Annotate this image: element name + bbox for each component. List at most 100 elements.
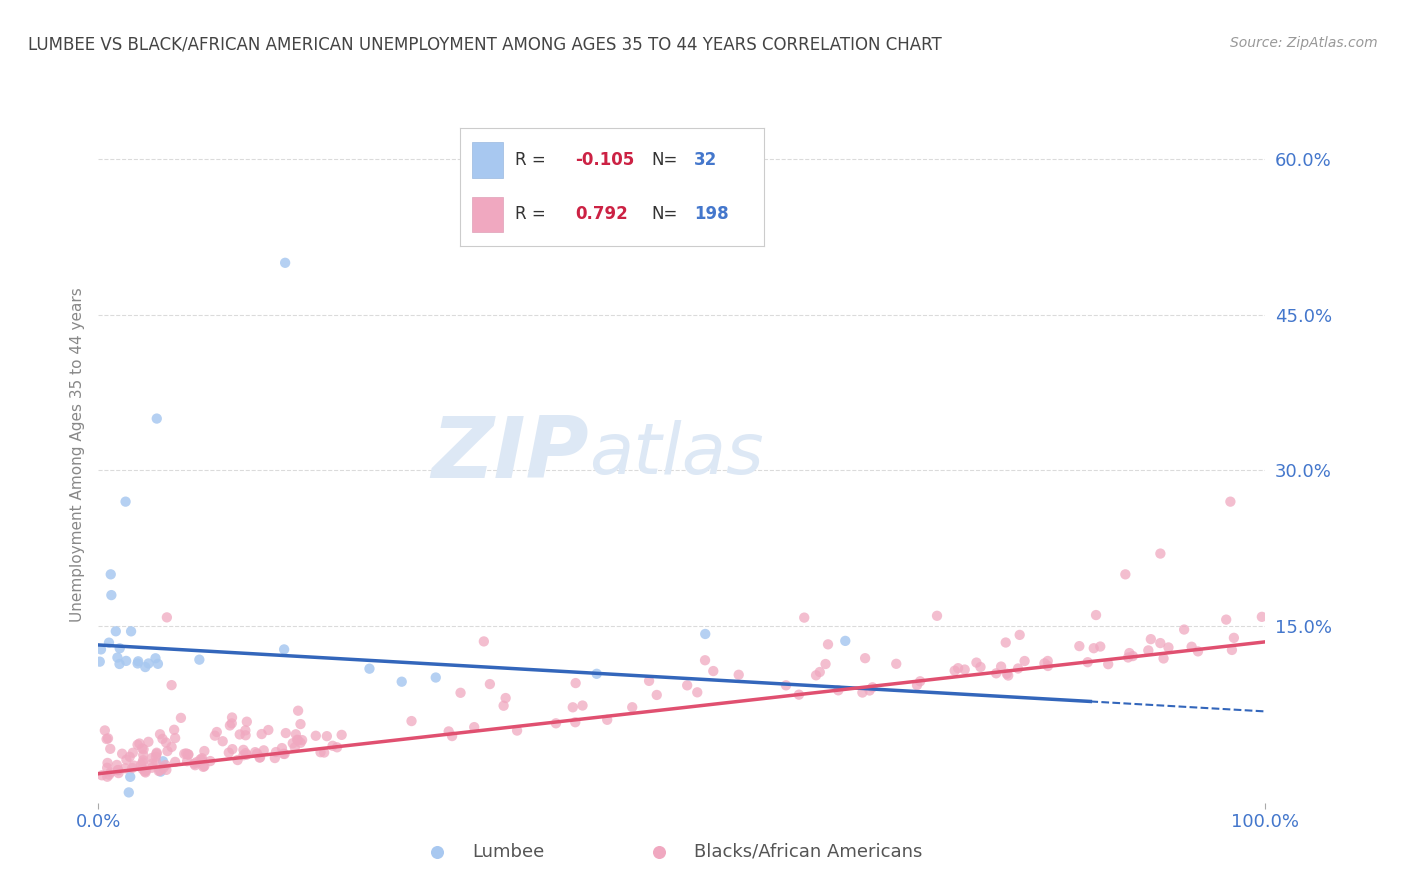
Point xyxy=(246,747,269,761)
Point xyxy=(232,743,254,757)
Point xyxy=(693,653,716,667)
Point xyxy=(149,727,172,741)
Point xyxy=(129,757,152,772)
Point xyxy=(100,567,122,582)
Point xyxy=(160,739,183,754)
Point xyxy=(450,686,472,700)
Point xyxy=(571,698,593,713)
Point xyxy=(89,655,111,669)
Point xyxy=(284,727,307,741)
Point xyxy=(1033,657,1056,671)
Point xyxy=(131,741,153,756)
Point xyxy=(127,657,149,671)
Point xyxy=(1219,494,1241,508)
Point xyxy=(775,678,797,692)
Point xyxy=(249,750,271,764)
Point xyxy=(138,735,160,749)
Point xyxy=(98,767,121,781)
Point xyxy=(163,723,186,737)
Point xyxy=(115,654,138,668)
Point xyxy=(995,666,1018,681)
Point xyxy=(221,716,243,731)
Point xyxy=(506,723,529,738)
Point xyxy=(463,720,485,734)
Point xyxy=(156,744,179,758)
Point xyxy=(118,785,141,799)
Point xyxy=(1157,640,1180,655)
Point xyxy=(134,764,156,779)
Point xyxy=(309,745,332,759)
Point xyxy=(108,641,131,656)
Point xyxy=(1250,610,1272,624)
Point xyxy=(108,657,131,671)
Point xyxy=(990,659,1012,673)
Point xyxy=(997,668,1019,682)
Y-axis label: Unemployment Among Ages 35 to 44 years: Unemployment Among Ages 35 to 44 years xyxy=(69,287,84,623)
Point xyxy=(359,662,381,676)
Point xyxy=(221,742,243,756)
Point xyxy=(211,734,233,748)
Point xyxy=(94,723,117,738)
Point xyxy=(193,760,215,774)
Point xyxy=(183,756,205,771)
Point xyxy=(1187,644,1209,658)
Point xyxy=(1090,640,1112,654)
Point xyxy=(1137,643,1160,657)
Point xyxy=(107,763,129,777)
Point xyxy=(290,717,312,731)
Point xyxy=(314,746,336,760)
Point xyxy=(152,731,174,746)
Text: Lumbee: Lumbee xyxy=(472,843,544,861)
Point xyxy=(250,727,273,741)
Point xyxy=(107,650,129,665)
Point xyxy=(853,651,876,665)
Point xyxy=(273,642,295,657)
Point xyxy=(564,676,586,690)
Point xyxy=(107,763,129,777)
Point xyxy=(862,681,884,695)
Point xyxy=(104,624,127,639)
Point xyxy=(1036,654,1059,668)
Point xyxy=(149,764,172,779)
Point xyxy=(425,671,447,685)
Point xyxy=(315,729,337,743)
Point xyxy=(621,700,644,714)
Point xyxy=(148,764,170,778)
Point xyxy=(1215,613,1237,627)
Point xyxy=(271,741,294,756)
Point xyxy=(695,627,717,641)
Point xyxy=(236,714,259,729)
Point xyxy=(793,610,815,624)
Point xyxy=(287,733,309,747)
Point xyxy=(145,749,167,764)
Point xyxy=(221,710,243,724)
Point xyxy=(1116,650,1139,665)
Point xyxy=(1114,567,1136,582)
Point xyxy=(111,747,134,761)
Point xyxy=(186,756,208,770)
Point xyxy=(160,678,183,692)
Point xyxy=(141,756,163,771)
Point xyxy=(817,637,839,651)
Point xyxy=(98,635,121,649)
Point xyxy=(177,747,200,762)
Point xyxy=(155,763,177,777)
Point xyxy=(96,761,118,775)
Point xyxy=(141,761,163,775)
Point xyxy=(122,758,145,772)
Point xyxy=(426,847,449,862)
Point xyxy=(193,744,215,758)
Point xyxy=(146,411,169,425)
Point xyxy=(686,685,709,699)
Point xyxy=(114,761,136,775)
Point xyxy=(1014,654,1036,668)
Point xyxy=(908,674,931,689)
Point xyxy=(401,714,423,728)
Text: Source: ZipAtlas.com: Source: ZipAtlas.com xyxy=(1230,36,1378,50)
Point xyxy=(188,752,211,766)
Point xyxy=(965,656,987,670)
Point xyxy=(1149,547,1171,561)
Point xyxy=(287,704,309,718)
Point xyxy=(96,732,118,747)
Point xyxy=(188,653,211,667)
